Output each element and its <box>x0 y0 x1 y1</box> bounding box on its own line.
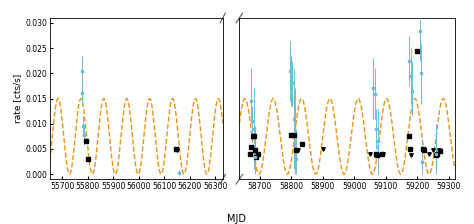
Text: MJD: MJD <box>228 214 246 224</box>
Y-axis label: rate [cts/s]: rate [cts/s] <box>13 74 22 123</box>
